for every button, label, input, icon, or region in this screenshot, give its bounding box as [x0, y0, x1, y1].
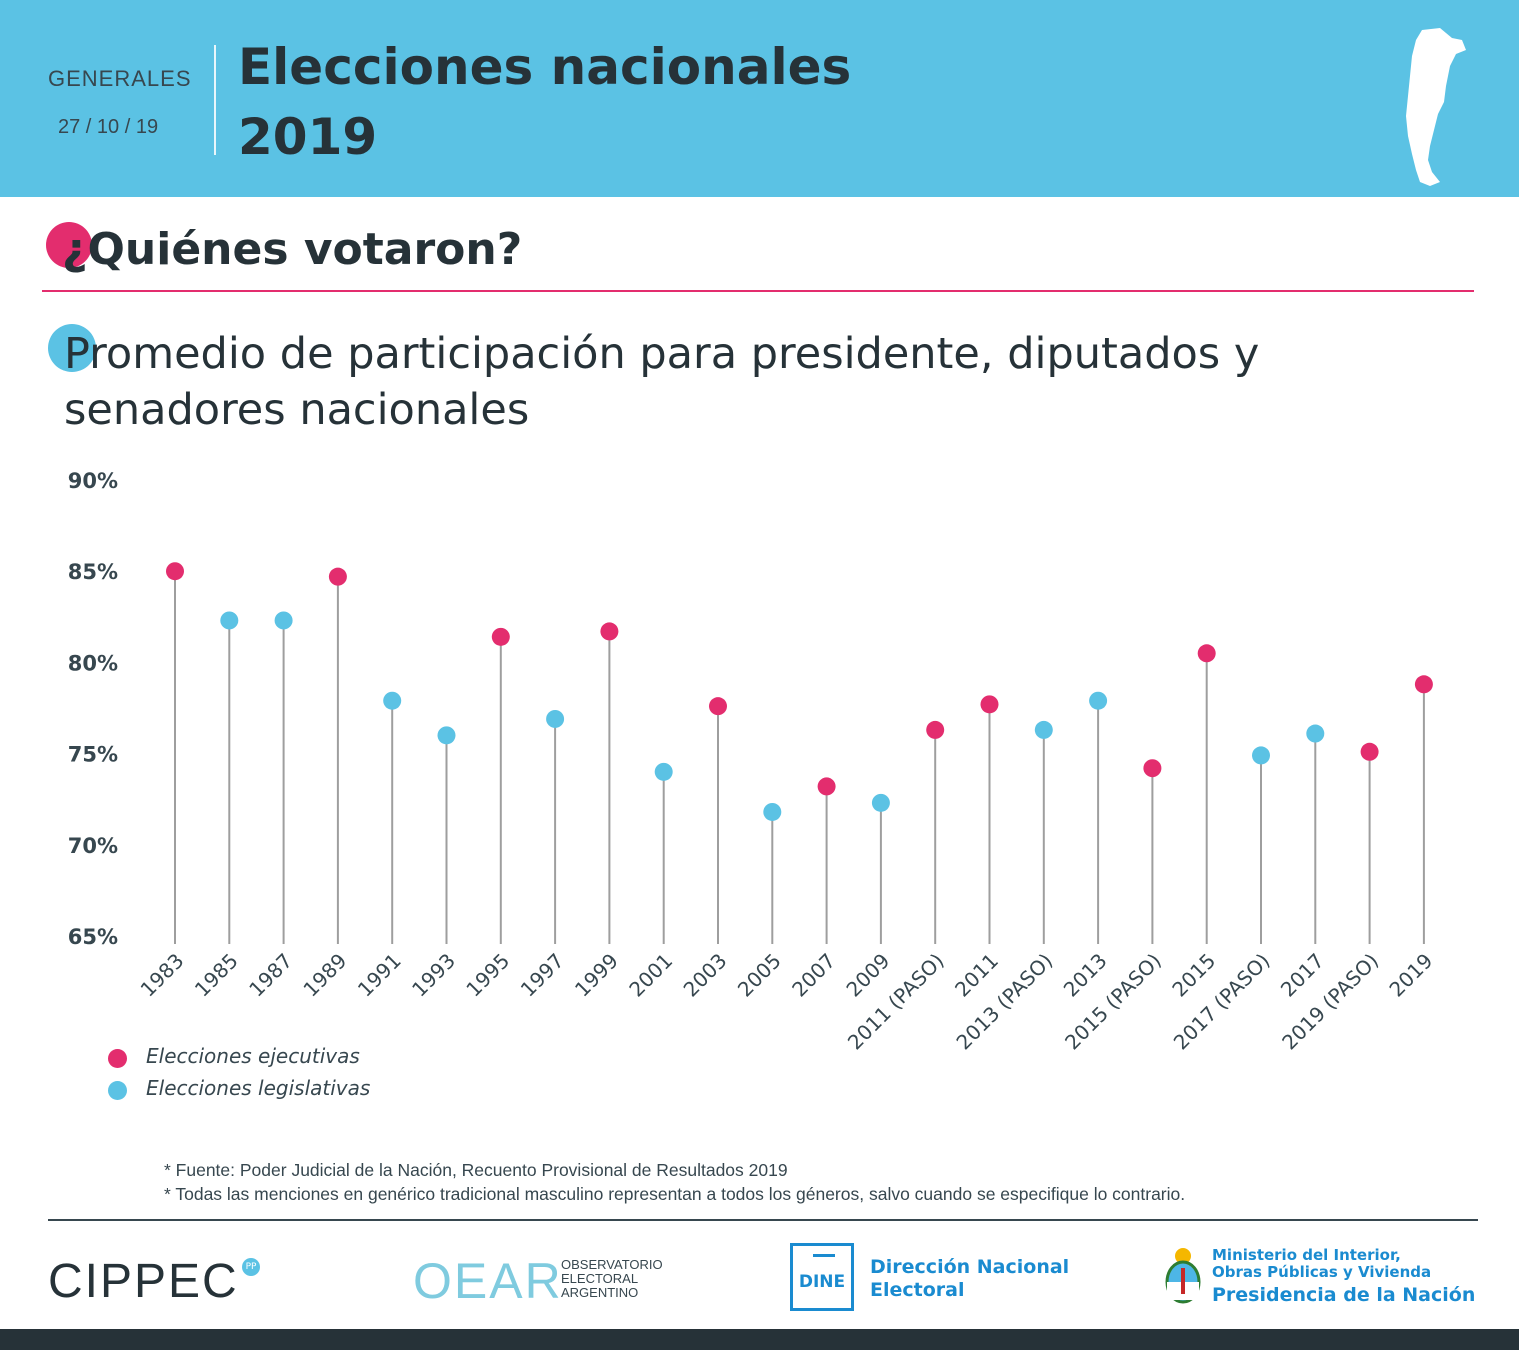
data-point: [1306, 724, 1325, 743]
legend-label-legislativas: Elecciones legislativas: [146, 1076, 371, 1100]
data-point: [980, 695, 999, 714]
data-point: [1143, 759, 1162, 778]
dine-logo: DINE: [790, 1243, 854, 1311]
cippec-badge: PP: [242, 1258, 260, 1276]
x-tick-label: 2007: [787, 949, 840, 1002]
x-tick-label: 1985: [190, 949, 243, 1002]
dine-logo-text: DINE: [798, 1272, 846, 1292]
x-axis: 1983 1985 1987 1989 1991 1993 1995 1997 1999 2001…: [136, 949, 1438, 1050]
data-point: [817, 777, 836, 796]
oear-sub-line: OBSERVATORIO: [561, 1257, 663, 1272]
data-point: [383, 691, 402, 710]
data-point: [437, 726, 456, 745]
page-title-year: 2019: [238, 108, 378, 166]
y-tick-label: 65%: [68, 925, 118, 949]
oear-sub-line: ELECTORAL: [561, 1271, 639, 1286]
oear-logo: OEAR: [413, 1253, 563, 1309]
election-date: 27 / 10 / 19: [58, 116, 159, 138]
data-point: [1414, 675, 1433, 694]
cippec-logo: CIPPEC: [48, 1255, 239, 1308]
data-point: [220, 611, 239, 630]
ministry-line: Ministerio del Interior,: [1212, 1246, 1401, 1264]
y-tick-label: 80%: [68, 651, 118, 675]
x-tick-label: 1987: [244, 949, 297, 1002]
data-point: [600, 622, 619, 641]
footnotes: * Fuente: Poder Judicial de la Nación, R…: [164, 1158, 1185, 1206]
x-tick-label: 2019: [1384, 949, 1437, 1002]
national-seal-icon: [1165, 1248, 1201, 1304]
x-tick-label: 1999: [570, 949, 623, 1002]
data-point: [709, 697, 727, 716]
section-title: ¿Quiénes votaron?: [62, 224, 523, 275]
header-banner: GENERALES 27 / 10 / 19 Elecciones nacion…: [0, 0, 1519, 197]
y-tick-label: 75%: [68, 743, 118, 767]
page-title: Elecciones nacionales: [238, 38, 852, 96]
legend-dot-ejecutivas: [108, 1049, 127, 1068]
source-note: * Fuente: Poder Judicial de la Nación, R…: [164, 1160, 788, 1180]
data-point: [546, 709, 565, 728]
x-tick-label: 2001: [624, 949, 677, 1002]
dine-name: Dirección Nacional Electoral: [870, 1256, 1069, 1302]
data-point: [654, 762, 673, 781]
x-tick-label: 1989: [298, 949, 351, 1002]
section-divider: [42, 290, 1474, 292]
header-divider: [214, 45, 216, 155]
data-point: [871, 793, 890, 812]
oear-subtitle: OBSERVATORIO ELECTORAL ARGENTINO: [561, 1258, 691, 1300]
data-point: [1089, 691, 1108, 710]
argentina-map-icon: [1406, 28, 1466, 186]
data-points: [166, 562, 1433, 821]
y-tick-label: 90%: [68, 469, 118, 493]
data-point: [1197, 644, 1216, 663]
footer-bar: [0, 1329, 1519, 1350]
presidency-name: Presidencia de la Nación: [1212, 1284, 1476, 1306]
oear-sub-line: ARGENTINO: [561, 1285, 639, 1300]
data-point: [166, 562, 184, 581]
election-type: GENERALES: [48, 66, 192, 91]
footer-divider: [48, 1219, 1478, 1221]
data-point: [763, 802, 782, 821]
gender-note: * Todas las menciones en genérico tradic…: [164, 1184, 1186, 1204]
dine-name-line: Dirección Nacional: [870, 1256, 1070, 1278]
y-tick-label: 70%: [68, 834, 118, 858]
section-bullet: [46, 222, 92, 268]
x-tick-label: 2005: [733, 949, 786, 1002]
data-point: [328, 567, 347, 586]
data-point: [274, 611, 293, 630]
data-point: [926, 720, 945, 739]
data-point: [491, 627, 510, 646]
x-tick-label: 1993: [407, 949, 460, 1002]
x-tick-label: 1991: [353, 949, 406, 1002]
ministry-name: Ministerio del Interior, Obras Públicas …: [1212, 1247, 1431, 1281]
stems: [174, 571, 1425, 944]
x-tick-label: 1997: [516, 949, 569, 1002]
data-point: [1034, 720, 1053, 739]
data-point: [1252, 746, 1270, 765]
data-point: [1360, 742, 1379, 761]
x-tick-label: 1983: [136, 949, 189, 1002]
chart-bullet: [48, 324, 96, 372]
dine-name-line: Electoral: [870, 1279, 965, 1301]
y-axis: 90% 85% 80% 75% 70% 65%: [68, 469, 118, 949]
dine-logo-bar: [813, 1254, 835, 1257]
legend-label-ejecutivas: Elecciones ejecutivas: [146, 1044, 360, 1068]
chart-title: Promedio de participación para president…: [64, 329, 1260, 435]
legend-dot-legislativas: [108, 1081, 127, 1100]
y-tick-label: 85%: [68, 560, 118, 584]
ministry-line: Obras Públicas y Vivienda: [1212, 1263, 1432, 1281]
x-tick-label: 1995: [461, 949, 514, 1002]
x-tick-label: 2003: [679, 949, 732, 1002]
turnout-lollipop-chart: 90%85%80%75%70%65% 1983 1985 1987 1989 1991 1…: [68, 469, 1438, 1050]
